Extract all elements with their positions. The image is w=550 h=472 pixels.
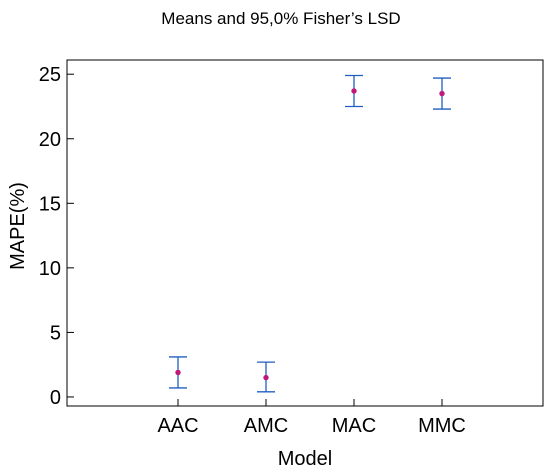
errorbar-mmc — [433, 77, 451, 110]
x-axis: AAC AMC MAC MMC — [157, 399, 466, 437]
chart-title: Means and 95,0% Fisher’s LSD — [161, 9, 400, 28]
series-marks — [169, 74, 451, 393]
y-axis: 0 5 10 15 20 25 — [39, 64, 74, 409]
y-axis-label: MAPE(%) — [7, 182, 29, 270]
mean-point — [351, 88, 357, 94]
errorbar-aac — [169, 356, 187, 389]
x-tick-label: AAC — [157, 415, 198, 437]
y-tick-label: 10 — [39, 258, 61, 280]
y-tick-label: 0 — [50, 387, 61, 409]
plot-area-frame — [66, 59, 544, 407]
y-tick-label: 25 — [39, 64, 61, 86]
x-tick-label: MAC — [332, 415, 376, 437]
x-tick-label: AMC — [244, 415, 288, 437]
y-tick-label: 20 — [39, 129, 61, 151]
errorbar-mac — [345, 74, 363, 108]
mean-point — [263, 374, 269, 381]
x-axis-label: Model — [278, 448, 332, 470]
y-tick-label: 15 — [39, 193, 61, 215]
mean-point — [439, 90, 445, 97]
mean-point — [175, 369, 181, 376]
y-tick-label: 5 — [50, 322, 61, 344]
x-tick-label: MMC — [418, 415, 466, 437]
errorbar-amc — [257, 361, 275, 393]
